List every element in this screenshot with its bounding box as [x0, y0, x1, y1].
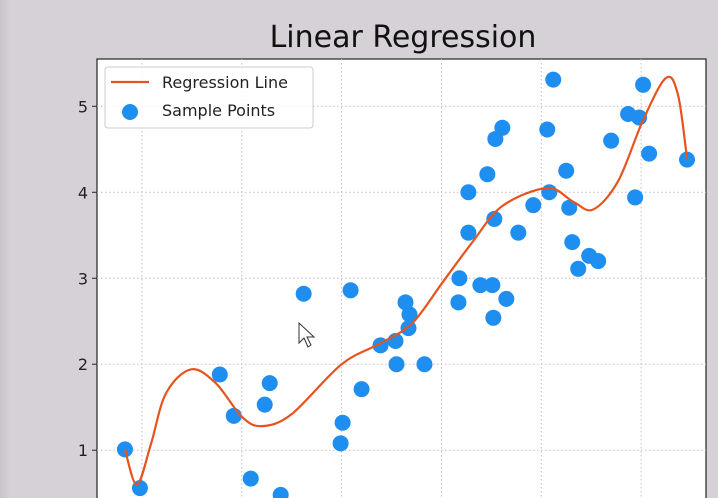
sample-point	[397, 294, 414, 311]
legend: Regression Line Sample Points	[104, 66, 314, 129]
sample-point	[388, 356, 405, 373]
sample-point	[401, 306, 418, 323]
sample-point	[334, 414, 351, 431]
sample-point	[545, 71, 562, 88]
chart-title: Linear Regression	[270, 20, 537, 55]
legend-label-regression-line: Regression Line	[162, 73, 288, 92]
sample-point	[353, 381, 370, 398]
sample-point	[627, 189, 644, 206]
sample-point	[295, 285, 312, 302]
sample-point	[494, 119, 511, 136]
y-tick-label: 1	[78, 441, 88, 460]
sample-point	[590, 253, 607, 270]
sample-point	[539, 121, 556, 138]
sample-point	[416, 356, 433, 373]
sample-points	[116, 71, 696, 498]
sample-point	[641, 145, 658, 162]
y-tick-label: 2	[78, 355, 88, 374]
sample-point	[242, 470, 259, 487]
sample-point	[564, 234, 581, 251]
y-tick-label: 5	[78, 97, 88, 116]
sample-point	[225, 407, 242, 424]
sample-point	[211, 366, 228, 383]
sample-point	[342, 282, 359, 299]
sample-point	[332, 435, 349, 452]
y-tick-label: 4	[78, 183, 88, 202]
sample-point	[485, 309, 502, 326]
regression-line	[123, 75, 689, 486]
sample-point	[472, 277, 489, 294]
sample-point	[479, 166, 496, 183]
y-tick-label: 3	[78, 269, 88, 288]
sample-point	[460, 224, 477, 241]
window-edge	[0, 0, 10, 498]
sample-point	[272, 486, 289, 498]
sample-point	[525, 197, 542, 214]
sample-point	[541, 184, 558, 201]
sample-point	[460, 184, 477, 201]
sample-point	[510, 224, 527, 241]
sample-point	[570, 260, 587, 277]
sample-point	[451, 270, 468, 287]
sample-point	[486, 210, 503, 227]
sample-point	[679, 151, 696, 168]
y-axis: 1 2 3 4 5	[78, 97, 97, 460]
sample-point	[261, 375, 278, 392]
sample-point	[603, 132, 620, 149]
legend-box	[104, 66, 314, 129]
sample-point	[450, 294, 467, 311]
legend-point-swatch	[122, 104, 138, 120]
sample-point	[558, 162, 575, 179]
legend-label-sample-points: Sample Points	[162, 101, 275, 120]
sample-point	[498, 290, 515, 307]
sample-point	[561, 199, 578, 216]
sample-point	[484, 277, 501, 294]
sample-point	[256, 396, 273, 413]
mouse-cursor-icon	[298, 321, 316, 348]
sample-point	[635, 76, 652, 93]
